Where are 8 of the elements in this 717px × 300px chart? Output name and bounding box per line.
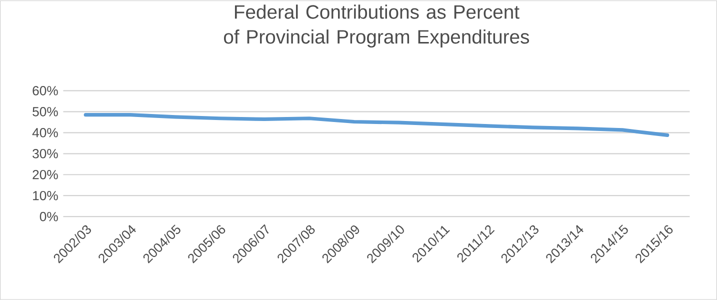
chart-title: Federal Contributions as Percent of Provincial Program Expenditures: [224, 4, 530, 48]
y-tick-label: 40%: [32, 128, 58, 138]
y-tick-label: 10%: [33, 191, 58, 200]
y-tick-label: 60%: [32, 86, 58, 96]
y-tick-label: 20%: [32, 170, 58, 180]
y-tick-label: 0%: [40, 212, 58, 222]
y-tick-label: 30%: [32, 149, 58, 158]
y-tick-label: 50%: [32, 107, 58, 116]
